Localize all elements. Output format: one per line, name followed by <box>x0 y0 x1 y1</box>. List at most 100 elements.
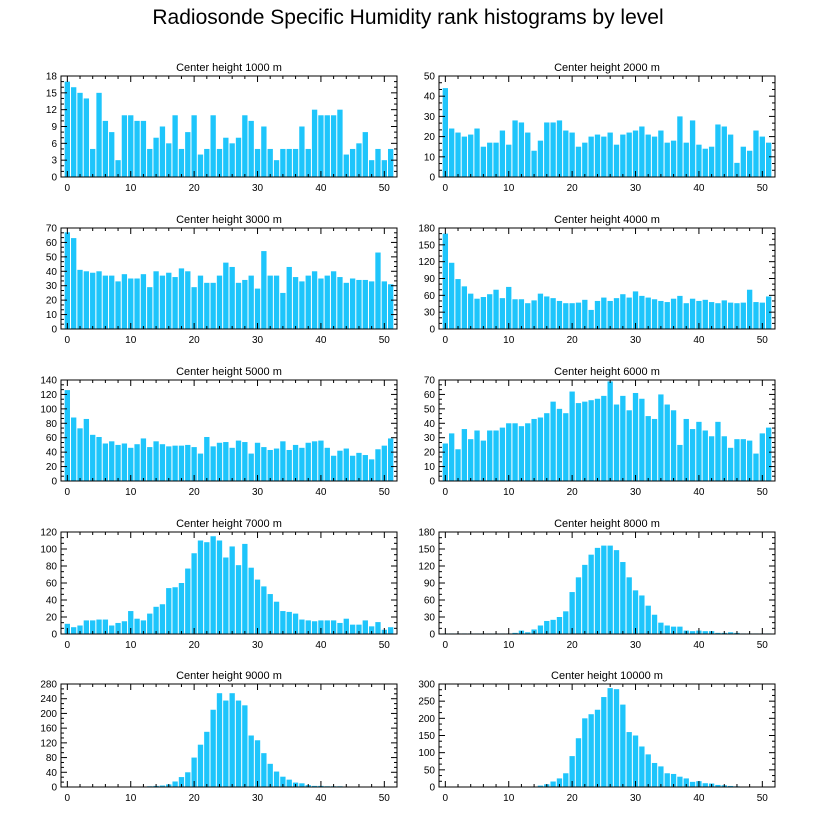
histogram-panel-4: Center height 4000 m 0 10 20 30 40 50 0 30 60 90 12… <box>418 214 776 346</box>
y-tick-label: 30 <box>46 281 58 292</box>
histogram-bar <box>330 271 337 329</box>
x-tick-label: 30 <box>630 487 642 498</box>
histogram-bar <box>607 132 613 177</box>
histogram-bar <box>121 274 128 329</box>
histogram-bar <box>229 546 235 634</box>
histogram-bar <box>645 297 651 329</box>
x-tick-label: 20 <box>189 640 201 651</box>
histogram-bar <box>474 128 480 177</box>
x-tick-label: 20 <box>189 793 201 804</box>
histogram-panel-10: Center height 10000 m 0 10 20 30 40 50 0 50 100 15… <box>418 670 776 804</box>
histogram-bar <box>204 148 210 177</box>
histogram-bar <box>172 115 178 177</box>
histogram-bar <box>267 275 273 329</box>
y-tick-label: 0 <box>51 477 57 488</box>
histogram-bar <box>286 779 292 787</box>
histogram-bar <box>261 753 267 787</box>
histogram-bar <box>708 302 715 329</box>
histogram-bar <box>71 627 77 634</box>
histogram-bar <box>324 275 330 329</box>
histogram-bar <box>381 160 387 177</box>
y-tick-label: 12 <box>46 105 58 116</box>
histogram-bar <box>318 115 324 177</box>
y-tick-label: 30 <box>424 613 436 624</box>
histogram-bar <box>658 622 664 634</box>
y-tick-label: 30 <box>424 308 436 319</box>
histogram-bar <box>531 300 537 329</box>
histogram-bar <box>708 146 715 177</box>
histogram-bar <box>734 162 740 177</box>
x-tick-label: 0 <box>65 183 71 194</box>
histogram-bar <box>254 442 261 481</box>
histogram-bar <box>626 297 632 329</box>
y-tick-label: 120 <box>40 390 57 401</box>
histogram-bar <box>588 309 594 329</box>
x-tick-label: 40 <box>693 335 705 346</box>
y-tick-label: 6 <box>51 139 57 150</box>
x-tick-label: 50 <box>757 487 769 498</box>
histogram-bar <box>455 132 461 177</box>
histogram-bar <box>375 148 381 177</box>
histogram-bar <box>261 251 267 329</box>
histogram-bar <box>381 445 387 481</box>
histogram-bar <box>381 281 387 329</box>
histogram-bar <box>525 303 531 329</box>
histogram-bar <box>480 146 487 177</box>
x-tick-label: 30 <box>252 335 264 346</box>
histogram-panel-9: Center height 9000 m 0 10 20 30 40 50 0 40 80 120 1… <box>40 670 398 804</box>
y-tick-label: 9 <box>51 122 57 133</box>
plot-frame <box>60 379 398 482</box>
histogram-bar <box>216 540 223 634</box>
histogram-bar <box>178 445 185 481</box>
y-tick-label: 15 <box>46 88 58 99</box>
histogram-bar <box>71 87 77 177</box>
histogram-bar <box>356 279 362 329</box>
y-tick-label: 300 <box>418 680 435 691</box>
histogram-bar <box>387 284 394 329</box>
y-tick-label: 180 <box>418 224 435 235</box>
histogram-bar <box>632 735 639 787</box>
histogram-bar <box>223 442 229 481</box>
histogram-bar <box>248 275 254 329</box>
x-tick-label: 20 <box>567 487 579 498</box>
histogram-bar <box>689 298 696 329</box>
histogram-bar <box>305 275 311 329</box>
histogram-bar <box>607 300 613 329</box>
histogram-bar <box>721 126 727 177</box>
histogram-bar <box>299 447 305 481</box>
histogram-bar <box>613 689 620 787</box>
histogram-bar <box>311 621 318 634</box>
histogram-bar <box>292 613 299 634</box>
histogram-bar <box>632 590 639 634</box>
y-tick-label: 60 <box>46 238 58 249</box>
histogram-panel-1: Center height 1000 m 0 10 20 30 40 50 0 3 6 9 12 15 1… <box>46 62 398 194</box>
x-tick-label: 30 <box>630 640 642 651</box>
histogram-bar <box>280 611 286 634</box>
histogram-bar <box>267 594 273 634</box>
histogram-bar <box>318 278 324 329</box>
histogram-bar <box>140 120 147 177</box>
x-tick-label: 0 <box>443 640 449 651</box>
y-tick-label: 0 <box>429 325 435 336</box>
histogram-bar <box>387 148 394 177</box>
histogram-bar <box>368 281 375 329</box>
histogram-bar <box>115 281 121 329</box>
y-tick-label: 20 <box>46 296 58 307</box>
histogram-bar <box>639 595 645 634</box>
histogram-bar <box>727 302 734 329</box>
histogram-panel-2: Center height 2000 m 0 10 20 30 40 50 0 10 20 30 40… <box>424 62 776 194</box>
histogram-bar <box>702 299 708 329</box>
histogram-bar <box>204 436 210 481</box>
histogram-bar <box>620 134 626 177</box>
histogram-bar <box>121 443 128 481</box>
histogram-bar <box>664 302 670 329</box>
plot-frame <box>438 683 776 788</box>
histogram-bar <box>582 401 588 481</box>
histogram-bar <box>96 436 102 481</box>
histogram-bar <box>172 781 178 787</box>
histogram-bar <box>677 444 683 481</box>
histogram-bar <box>506 286 512 329</box>
histogram-bar <box>601 697 607 787</box>
histogram-bar <box>449 433 455 481</box>
histogram-bar <box>677 776 683 787</box>
